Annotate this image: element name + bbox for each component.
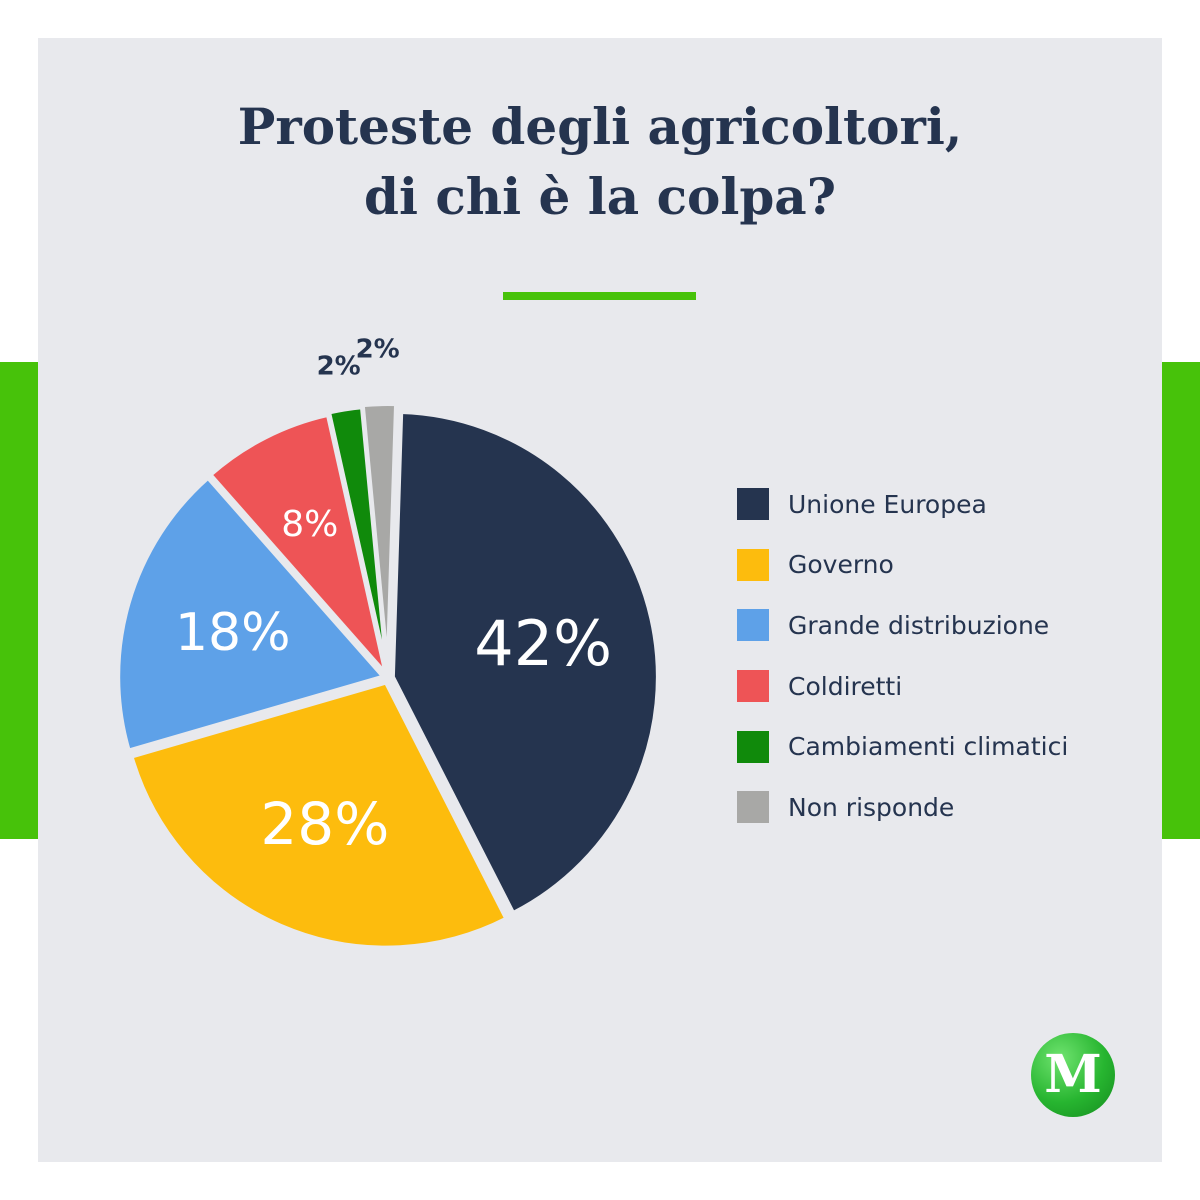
legend-label: Grande distribuzione [788, 610, 1050, 640]
legend-item: Non risponde [737, 777, 1068, 838]
left-accent-bar [0, 362, 40, 839]
logo-letter: M [1044, 1044, 1102, 1105]
legend-item: Cambiamenti climatici [737, 716, 1068, 777]
legend-swatch [737, 730, 769, 763]
chart-legend: Unione Europea Governo Grande distribuzion… [737, 474, 1068, 838]
data-label-grande-distribuzione: 18% [175, 603, 291, 663]
m-logo-icon: M [1031, 1033, 1115, 1117]
data-label-unione-europea: 42% [474, 607, 612, 680]
pie-slice-coldiretti [208, 412, 388, 676]
legend-label: Unione Europea [788, 489, 987, 519]
pie-slice-governo [129, 680, 509, 950]
legend-label: Non risponde [788, 792, 955, 822]
legend-swatch [737, 791, 769, 824]
legend-swatch [737, 670, 769, 703]
legend-swatch [737, 488, 769, 521]
legend-label: Coldiretti [788, 671, 903, 701]
title-line-2: di chi è la colpa? [363, 167, 837, 226]
title-line-1: Proteste degli agricoltori, [237, 97, 963, 156]
pie-slice-non-risponde [360, 402, 399, 672]
pie-slice-grande-distribuzione [116, 475, 386, 753]
page-title: Proteste degli agricoltori, di chi è la … [0, 92, 1200, 232]
data-label-non-risponde: 2% [356, 335, 400, 365]
data-label-cambiamenti-climatici: 2% [317, 352, 361, 382]
legend-item: Grande distribuzione [737, 595, 1068, 656]
legend-item: Unione Europea [737, 474, 1068, 535]
legend-item: Governo [737, 535, 1068, 596]
pie-slice-unione-europea [390, 410, 660, 916]
legend-swatch [737, 548, 769, 581]
right-accent-bar [1160, 362, 1200, 839]
legend-label: Governo [788, 550, 894, 580]
legend-swatch [737, 609, 769, 642]
data-label-coldiretti: 8% [281, 504, 338, 545]
title-divider [503, 292, 696, 300]
data-label-governo: 28% [260, 790, 389, 858]
legend-item: Coldiretti [737, 656, 1068, 717]
legend-label: Cambiamenti climatici [788, 732, 1069, 762]
